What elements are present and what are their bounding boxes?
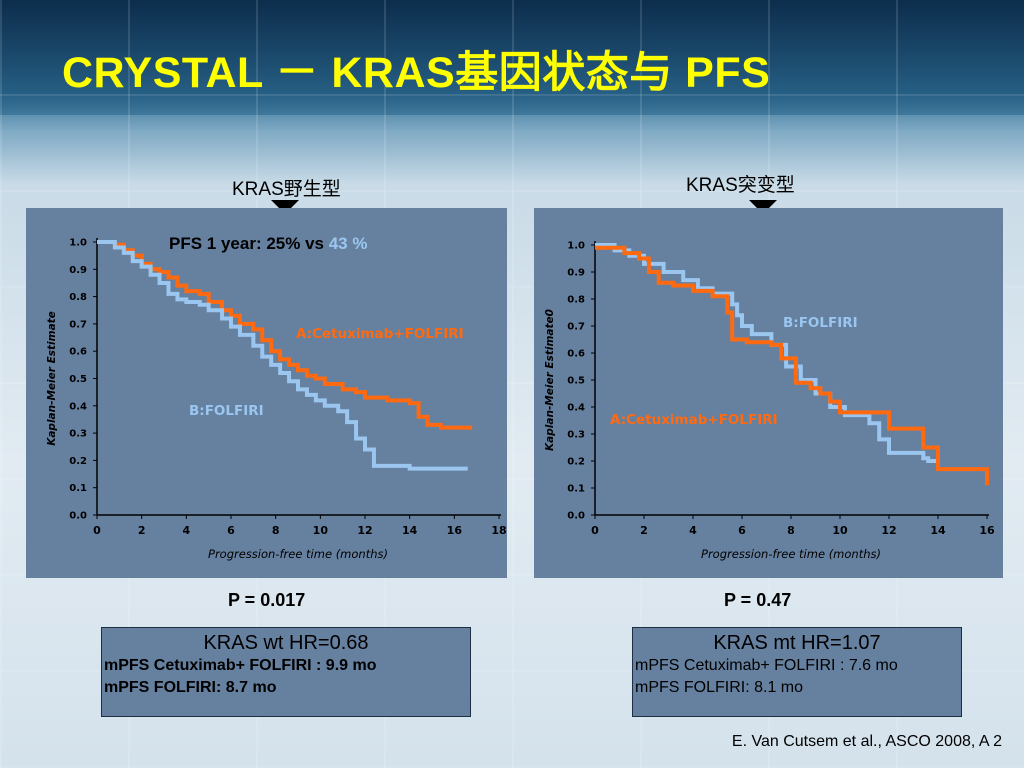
y-tick-label: 0.2: [567, 457, 585, 468]
series-line-folfiri: [595, 243, 938, 463]
right-km-chart: 0.0 0.1 0.2 0.3 0.4 0.5 0.6 0.7 0.8 0.9 1.0 0 2 4 6 8 10…: [544, 241, 995, 562]
x-tick-label: 14: [930, 524, 946, 537]
right-p-value: P = 0.47: [724, 590, 792, 610]
right-chart-panel: 0.0 0.1 0.2 0.3 0.4 0.5 0.6 0.7 0.8 0.9 1.0 0 2 4 6 8 10…: [534, 208, 1003, 578]
pfs-annotation-prefix: PFS 1 year: 25% vs: [169, 234, 329, 253]
y-tick-label: 0.1: [567, 484, 585, 495]
left-mpfs-cetuximab: mPFS Cetuximab+ FOLFIRI : 9.9 mo: [104, 657, 377, 674]
x-tick-label: 4: [689, 524, 697, 537]
x-tick-label: 8: [787, 524, 795, 537]
slide-title: CRYSTAL － KRAS基因状态与 PFS: [62, 49, 771, 97]
x-tick-label: 6: [738, 524, 746, 537]
x-tick-label: 8: [272, 524, 280, 537]
pfs-annotation-highlight: 43 %: [329, 234, 368, 253]
left-km-chart: 0.0 0.1 0.2 0.3 0.4 0.5 0.6 0.7 0.8 0.9 1.0 0 2 4 6 8 10…: [46, 234, 507, 561]
y-tick-label: 0.7: [567, 322, 585, 333]
y-tick-label: 0.4: [567, 403, 585, 414]
y-tick-label: 0.5: [567, 376, 585, 387]
citation: E. Van Cutsem et al., ASCO 2008, A 2: [731, 733, 1002, 750]
y-tick-label: 0.5: [69, 374, 87, 385]
x-tick-label: 10: [313, 524, 329, 537]
y-tick-label: 0.7: [69, 319, 87, 330]
y-tick-label: 0.8: [69, 292, 87, 303]
series-label-cetuximab: A:Cetuximab+FOLFIRI: [610, 412, 778, 428]
pfs-annotation: PFS 1 year: 25% vs 43 %: [169, 234, 367, 253]
left-hr-text: KRAS wt HR=0.68: [203, 632, 369, 654]
right-hr-text: KRAS mt HR=1.07: [713, 632, 881, 654]
y-tick-label: 0.4: [69, 401, 87, 412]
series-label-cetuximab: A:Cetuximab+FOLFIRI: [296, 326, 464, 342]
x-tick-label: 2: [138, 524, 146, 537]
y-axis-label: Kaplan-Meier Estimate: [46, 311, 58, 446]
x-tick-label: 16: [447, 524, 463, 537]
x-axis-label: Progression-free time (months): [208, 547, 388, 561]
x-tick-label: 2: [640, 524, 648, 537]
series-line-folfiri: [97, 240, 468, 471]
x-tick-label: 12: [881, 524, 896, 537]
y-tick-label: 0.9: [69, 265, 87, 276]
x-tick-label: 16: [979, 524, 995, 537]
header-band: [0, 0, 1024, 115]
series-label-folfiri: B:FOLFIRI: [189, 403, 264, 419]
y-tick-label: 0.6: [567, 349, 585, 360]
y-tick-label: 0.3: [69, 429, 87, 440]
x-tick-label: 12: [357, 524, 372, 537]
x-tick-label: 18: [491, 524, 506, 537]
x-tick-label: 4: [183, 524, 191, 537]
right-group-label: KRAS突变型: [686, 175, 795, 196]
y-tick-label: 0.9: [567, 268, 585, 279]
y-tick-label: 1.0: [567, 241, 585, 252]
x-tick-label: 0: [93, 524, 101, 537]
y-tick-label: 0.2: [69, 456, 87, 467]
y-tick-label: 0.6: [69, 347, 87, 358]
right-mpfs-cetuximab: mPFS Cetuximab+ FOLFIRI : 7.6 mo: [635, 657, 898, 674]
right-mpfs-folfiri: mPFS FOLFIRI: 8.1 mo: [635, 679, 804, 696]
y-tick-label: 0.1: [69, 483, 87, 494]
left-chart-panel: 0.0 0.1 0.2 0.3 0.4 0.5 0.6 0.7 0.8 0.9 1.0 0 2 4 6 8 10…: [26, 208, 507, 578]
y-axis-label: Kaplan-Meier Estimate0: [544, 309, 556, 451]
series-label-folfiri: B:FOLFIRI: [783, 315, 858, 331]
y-tick-label: 0.3: [567, 430, 585, 441]
y-tick-label: 0.8: [567, 295, 585, 306]
left-p-value: P = 0.017: [228, 590, 306, 610]
y-tick-label: 0.0: [69, 511, 87, 522]
series-line-cetuximab: [595, 245, 989, 486]
x-tick-label: 10: [832, 524, 848, 537]
left-mpfs-folfiri: mPFS FOLFIRI: 8.7 mo: [104, 679, 277, 696]
x-tick-label: 14: [402, 524, 418, 537]
right-hr-box: KRAS mt HR=1.07 mPFS Cetuximab+ FOLFIRI …: [632, 627, 962, 717]
y-tick-label: 1.0: [69, 238, 87, 249]
left-hr-box: KRAS wt HR=0.68 mPFS Cetuximab+ FOLFIRI …: [101, 627, 471, 717]
y-tick-label: 0.0: [567, 511, 585, 522]
series-line-cetuximab: [97, 240, 473, 430]
x-axis-label: Progression-free time (months): [701, 547, 881, 561]
x-tick-label: 0: [591, 524, 599, 537]
x-tick-label: 6: [227, 524, 235, 537]
left-group-label: KRAS野生型: [232, 179, 341, 200]
